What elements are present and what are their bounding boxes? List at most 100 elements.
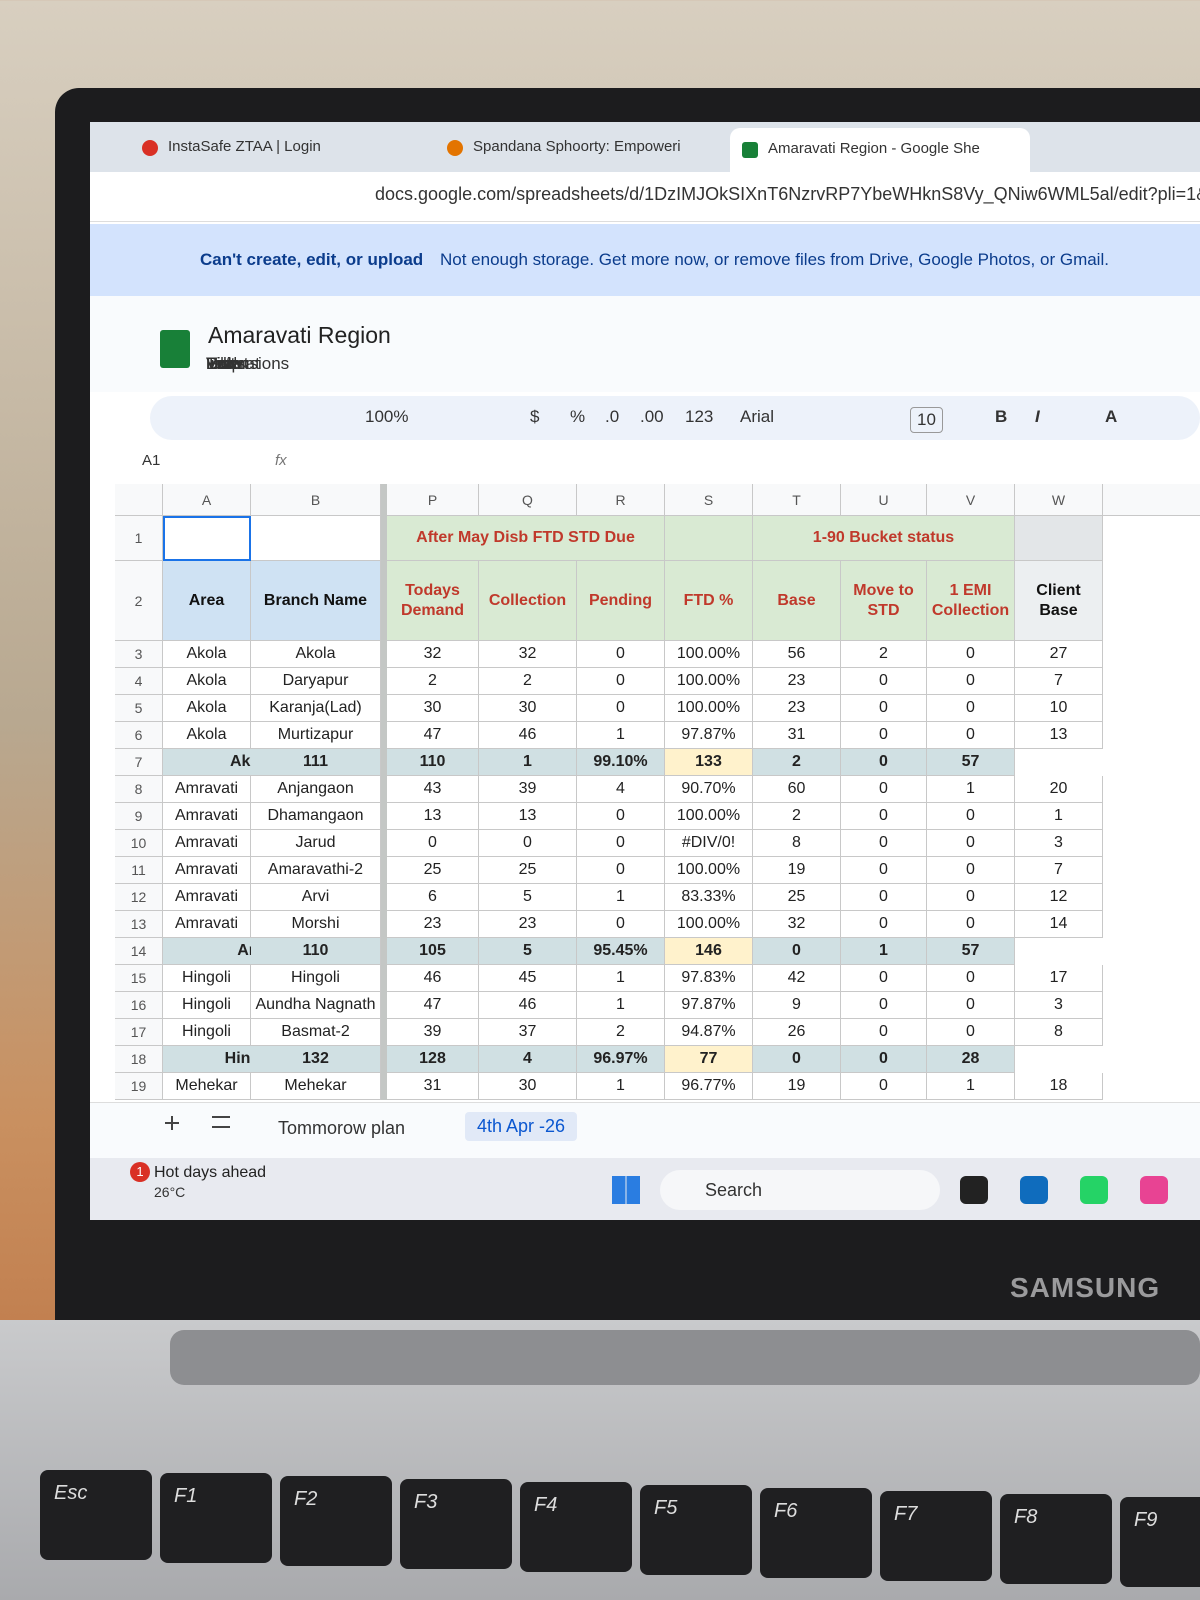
data-cell[interactable]: Basmat-2 [251,1019,381,1046]
data-cell[interactable]: 1 [577,965,665,992]
data-cell[interactable]: 0 [577,803,665,830]
column-header[interactable]: P [387,484,479,516]
data-cell[interactable]: 2 [577,1019,665,1046]
data-cell[interactable]: 25 [479,857,577,884]
data-cell[interactable]: Akola [163,641,251,668]
data-cell[interactable]: 0 [841,776,927,803]
data-cell[interactable]: Hingoli [163,1019,251,1046]
data-cell[interactable]: 90.70% [665,776,753,803]
data-cell[interactable]: 32 [753,911,841,938]
row-header[interactable]: 11 [115,857,163,884]
subtotal-cell[interactable]: 0 [841,1046,927,1073]
data-cell[interactable]: 47 [387,722,479,749]
data-cell[interactable]: 0 [841,830,927,857]
data-cell[interactable]: Amaravathi-2 [251,857,381,884]
toolbar-button[interactable]: $ [530,407,540,426]
column-header[interactable]: U [841,484,927,516]
data-cell[interactable]: 8 [1015,1019,1103,1046]
data-cell[interactable]: 0 [841,965,927,992]
toolbar-button[interactable]: .00 [640,407,664,426]
data-cell[interactable]: 2 [753,803,841,830]
column-header[interactable]: T [753,484,841,516]
data-cell[interactable]: 13 [387,803,479,830]
data-cell[interactable]: 0 [927,803,1015,830]
column-title[interactable]: Branch Name [251,561,381,641]
subtotal-cell[interactable]: 57 [927,938,1015,965]
data-cell[interactable]: 7 [1015,857,1103,884]
data-cell[interactable]: 0 [927,857,1015,884]
data-cell[interactable]: Aundha Nagnath [251,992,381,1019]
row-header[interactable]: 5 [115,695,163,722]
subtotal-cell[interactable]: 2 [753,749,841,776]
data-cell[interactable]: 0 [577,911,665,938]
search-box[interactable] [660,1170,940,1210]
data-cell[interactable]: 5 [479,884,577,911]
data-cell[interactable]: 0 [927,830,1015,857]
data-cell[interactable]: 0 [577,695,665,722]
data-cell[interactable]: 1 [927,776,1015,803]
sheet-tab-active[interactable]: 4th Apr -26 [465,1112,578,1141]
data-cell[interactable]: Jarud [251,830,381,857]
toolbar-button[interactable]: 100% [365,407,409,426]
taskbar-app[interactable] [1020,1176,1048,1204]
browser-tab[interactable]: Amaravati Region - Google She [730,128,1030,172]
data-cell[interactable]: 2 [841,641,927,668]
data-cell[interactable]: Akola [163,695,251,722]
subtotal-cell[interactable]: 96.97% [577,1046,665,1073]
data-cell[interactable]: 9 [753,992,841,1019]
data-cell[interactable]: 47 [387,992,479,1019]
subtotal-cell[interactable]: 0 [753,938,841,965]
data-cell[interactable]: 42 [753,965,841,992]
corner-header[interactable] [115,484,163,516]
data-cell[interactable]: Daryapur [251,668,381,695]
data-cell[interactable]: Hingoli [163,965,251,992]
data-cell[interactable]: 0 [841,668,927,695]
subtotal-cell[interactable]: 110 [251,938,381,965]
data-cell[interactable]: 23 [387,911,479,938]
data-cell[interactable]: 100.00% [665,695,753,722]
doc-title[interactable]: Amaravati Region [208,322,391,348]
subtotal-cell[interactable]: 111 [251,749,381,776]
row-header[interactable]: 14 [115,938,163,965]
toolbar-button[interactable]: I [1035,407,1040,426]
data-cell[interactable]: 100.00% [665,857,753,884]
data-cell[interactable]: Murtizapur [251,722,381,749]
data-cell[interactable]: 39 [387,1019,479,1046]
column-header[interactable]: B [251,484,381,516]
key[interactable]: F1 [160,1473,272,1563]
data-cell[interactable]: Akola [163,668,251,695]
data-cell[interactable]: 12 [1015,884,1103,911]
subtotal-cell[interactable]: 95.45% [577,938,665,965]
sheet-tab[interactable]: Tommorow plan [278,1118,406,1138]
key[interactable]: F9 [1120,1497,1200,1587]
data-cell[interactable]: Mehekar [163,1073,251,1100]
row-header[interactable]: 19 [115,1073,163,1100]
menu-item[interactable]: Help [206,354,241,373]
data-cell[interactable]: 2 [479,668,577,695]
row-header[interactable]: 17 [115,1019,163,1046]
data-cell[interactable]: 100.00% [665,911,753,938]
data-cell[interactable]: 1 [577,992,665,1019]
data-cell[interactable]: 0 [577,641,665,668]
row-header[interactable]: 7 [115,749,163,776]
data-cell[interactable]: 0 [927,965,1015,992]
data-cell[interactable]: 0 [927,992,1015,1019]
data-cell[interactable]: 0 [841,722,927,749]
data-cell[interactable]: 46 [479,992,577,1019]
data-cell[interactable]: 0 [927,911,1015,938]
data-cell[interactable]: 6 [387,884,479,911]
toolbar-button[interactable]: 123 [685,407,714,426]
data-cell[interactable]: 46 [479,722,577,749]
data-cell[interactable]: 20 [1015,776,1103,803]
data-cell[interactable]: 100.00% [665,641,753,668]
data-cell[interactable]: 30 [387,695,479,722]
data-cell[interactable]: 0 [841,803,927,830]
column-title[interactable]: Area [163,561,251,641]
url[interactable]: docs.google.com/spreadsheets/d/1DzIMJOkS… [375,184,1200,204]
toolbar-button[interactable]: B [995,407,1008,426]
group-header[interactable]: After May Disb FTD STD Due [387,516,665,561]
cell[interactable] [251,516,381,561]
data-cell[interactable]: 32 [479,641,577,668]
column-header[interactable]: A [163,484,251,516]
row-header[interactable]: 4 [115,668,163,695]
